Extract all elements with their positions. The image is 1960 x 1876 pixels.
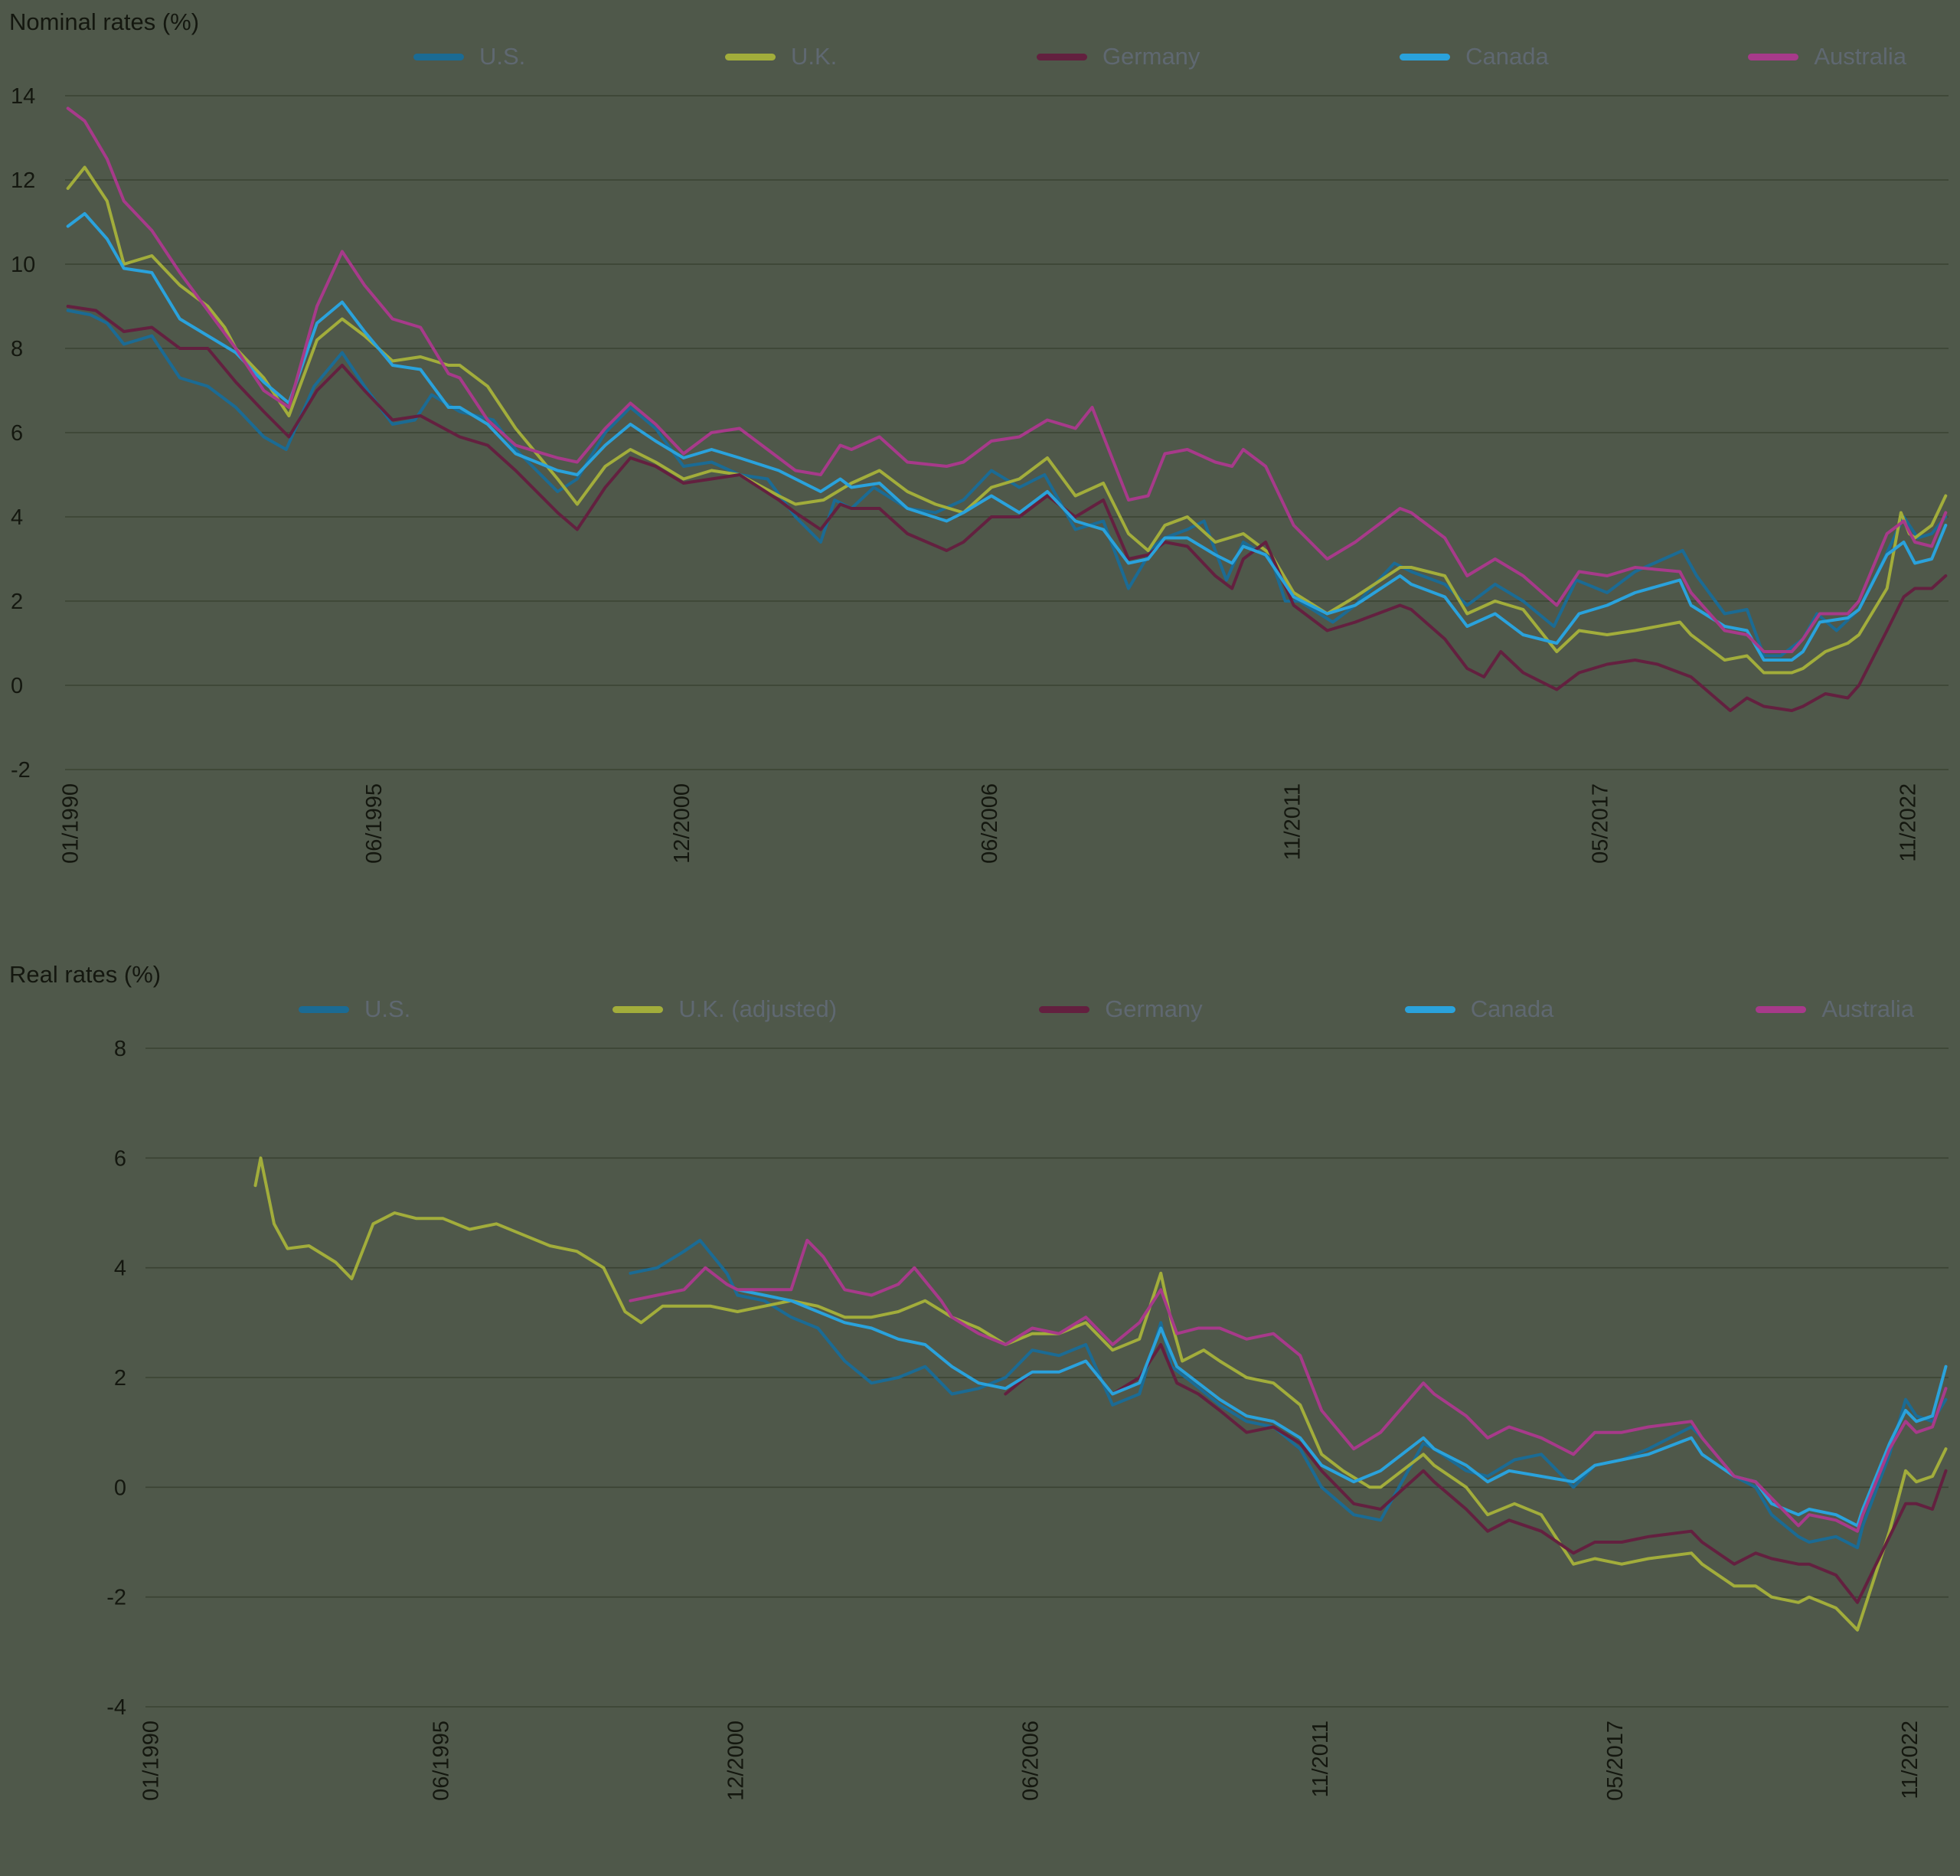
- x-tick-label: 12/2000: [724, 1721, 749, 1801]
- series-line-us: [66, 309, 1948, 658]
- legend-item-canada: Canada: [1404, 995, 1554, 1023]
- y-tick-label: 14: [11, 84, 35, 109]
- x-tick-label: 06/1995: [430, 1721, 454, 1801]
- y-tick-label: 0: [114, 1476, 126, 1501]
- x-tick-label: 11/2022: [1898, 1721, 1922, 1799]
- y-tick-label: -2: [11, 758, 31, 783]
- us-line-swatch: [413, 53, 464, 60]
- legend-item-germany: Germany: [1036, 43, 1200, 70]
- y-tick-label: 4: [114, 1257, 126, 1281]
- germany-line-swatch: [1036, 53, 1087, 60]
- y-tick-label: 0: [11, 674, 23, 698]
- series-line-canada: [736, 1288, 1948, 1528]
- legend-item-canada: Canada: [1400, 43, 1549, 70]
- legend-label-canada: Canada: [1465, 43, 1549, 70]
- series-line-australia: [629, 1238, 1948, 1533]
- legend-item-uk: U.K. (adjusted): [612, 995, 837, 1023]
- x-tick-label: 11/2022: [1896, 783, 1921, 862]
- canada-line-swatch: [1400, 53, 1451, 60]
- real-chart-title: Real rates (%): [9, 961, 162, 989]
- x-tick-label: 12/2000: [670, 783, 694, 864]
- series-line-uk: [253, 1156, 1948, 1632]
- series-line-germany: [66, 305, 1948, 713]
- legend-label-uk: U.K.: [790, 43, 838, 70]
- x-tick-label: 01/1990: [59, 783, 83, 864]
- y-tick-label: 6: [11, 421, 23, 446]
- legend-label-us: U.S.: [479, 43, 526, 70]
- legend-label-canada: Canada: [1470, 995, 1554, 1023]
- nominal-chart-title: Nominal rates (%): [9, 8, 200, 35]
- real-rates-chart: Real rates (%) U.S. U.K. (adjusted) German…: [0, 953, 1960, 1864]
- y-tick-label: -2: [106, 1586, 126, 1610]
- legend-label-australia: Australia: [1814, 43, 1906, 70]
- series-line-australia: [66, 106, 1948, 654]
- x-tick-label: 11/2011: [1280, 783, 1305, 861]
- australia-line-swatch: [1756, 1005, 1807, 1013]
- australia-line-swatch: [1748, 53, 1799, 60]
- legend-item-australia: Australia: [1756, 995, 1914, 1023]
- x-tick-label: 06/1995: [362, 783, 387, 864]
- series-line-germany: [1004, 1343, 1948, 1604]
- nominal-rates-chart: Nominal rates (%) U.S. U.K. Germany Canada A…: [0, 0, 1960, 911]
- section-divider: [0, 911, 1960, 953]
- y-tick-label: -4: [106, 1695, 126, 1720]
- y-tick-label: 4: [11, 505, 23, 530]
- legend-label-us: U.S.: [364, 995, 411, 1023]
- y-tick-label: 2: [114, 1366, 126, 1391]
- uk-line-swatch: [724, 53, 776, 60]
- canada-line-swatch: [1404, 1005, 1455, 1013]
- x-tick-label: 05/2017: [1589, 783, 1613, 864]
- legend-label-germany: Germany: [1105, 995, 1203, 1023]
- y-tick-label: 10: [11, 253, 35, 277]
- real-chart-canvas: 8 6 4 2 0 -2 -4 01/1990 06/1995 12/2000 06/2006 11/…: [106, 1037, 1949, 1801]
- legend-label-germany: Germany: [1102, 43, 1200, 70]
- y-tick-label: 6: [114, 1147, 126, 1172]
- x-tick-label: 01/1990: [139, 1721, 163, 1801]
- y-tick-label: 2: [11, 590, 23, 614]
- y-tick-label: 12: [11, 168, 35, 193]
- x-tick-label: 06/2006: [978, 783, 1002, 864]
- legend-item-australia: Australia: [1748, 43, 1906, 70]
- y-tick-label: 8: [11, 337, 23, 361]
- legend-item-us: U.S.: [413, 43, 525, 70]
- legend-item-germany: Germany: [1039, 995, 1203, 1023]
- us-line-swatch: [299, 1005, 349, 1013]
- series-line-canada: [66, 212, 1948, 662]
- nominal-legend: U.S. U.K. Germany Canada Australia: [413, 37, 1906, 77]
- legend-label-australia: Australia: [1821, 995, 1914, 1023]
- y-tick-label: 8: [114, 1037, 126, 1061]
- x-tick-label: 11/2011: [1308, 1721, 1333, 1798]
- real-legend: U.S. U.K. (adjusted) Germany Canada Australi…: [299, 989, 1914, 1029]
- legend-item-us: U.S.: [299, 995, 410, 1023]
- series-line-us: [629, 1238, 1948, 1550]
- legend-label-uk: U.K. (adjusted): [678, 995, 838, 1023]
- x-tick-label: 06/2006: [1018, 1721, 1043, 1801]
- x-tick-label: 05/2017: [1603, 1721, 1628, 1801]
- series-line-uk: [66, 165, 1948, 675]
- uk-line-swatch: [612, 1005, 664, 1013]
- legend-item-uk: U.K.: [724, 43, 838, 70]
- germany-line-swatch: [1039, 1005, 1090, 1013]
- nominal-chart-canvas: 14 12 10 8 6 4 2 0 -2 01/1990 06/1995 12/2000 06/200…: [11, 84, 1949, 864]
